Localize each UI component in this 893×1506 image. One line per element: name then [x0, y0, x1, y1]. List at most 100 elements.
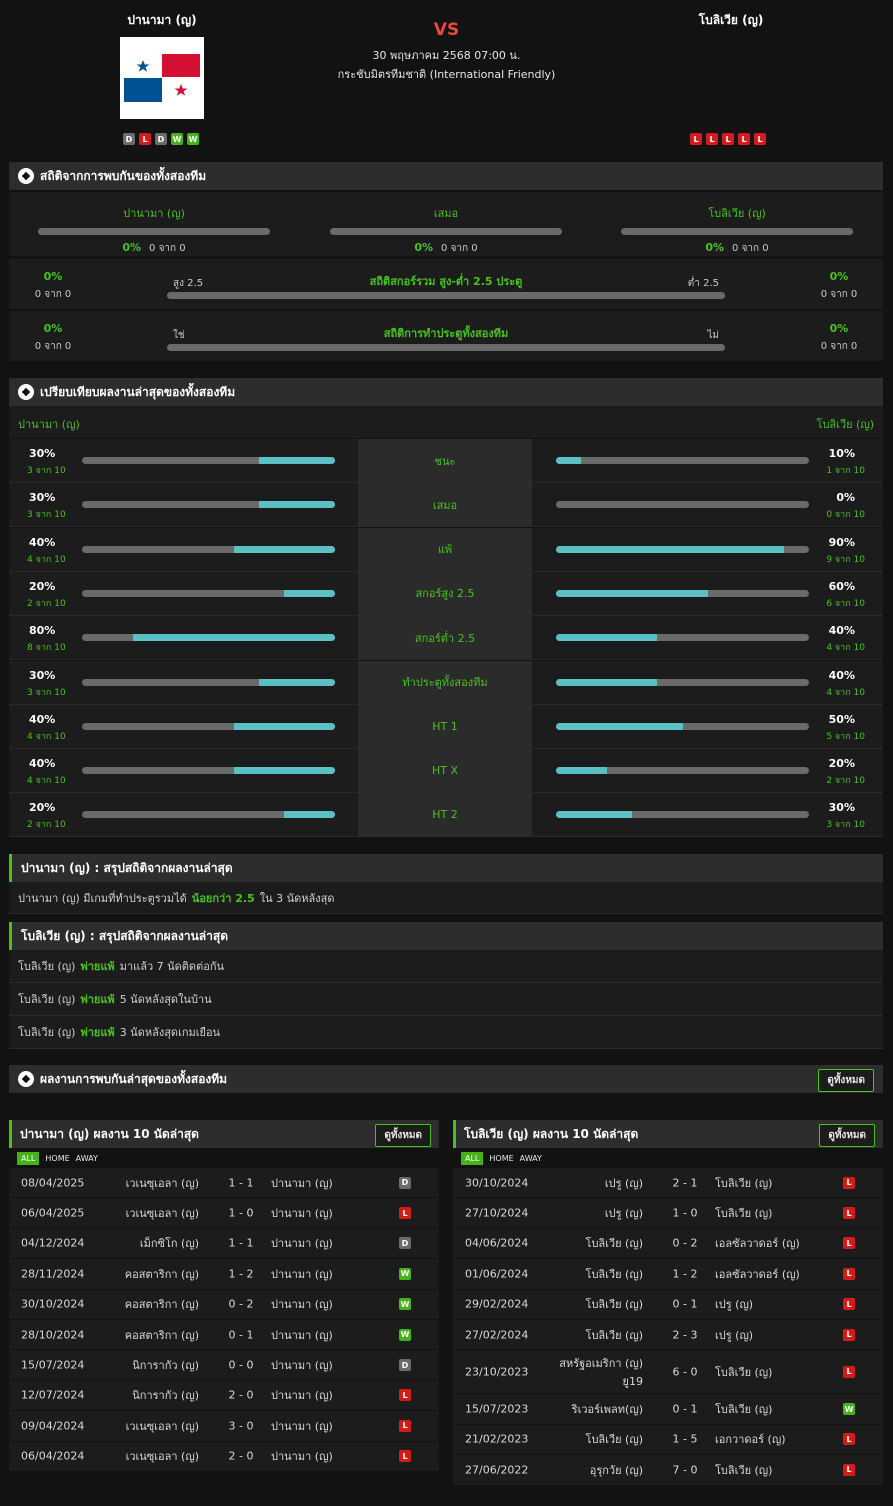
summary-text: มาแล้ว 7 นัดติดต่อกัน	[119, 960, 224, 973]
match-away-team[interactable]: เปรู (ญ)	[715, 1298, 754, 1312]
tab-away[interactable]: AWAY	[519, 1153, 542, 1163]
match-away-team[interactable]: ปานามา (ญ)	[271, 1298, 333, 1312]
match-home-team[interactable]: โบลิเวีย (ญ)	[585, 1298, 643, 1312]
tab-home[interactable]: HOME	[489, 1153, 514, 1163]
match-home-team[interactable]: เวเนซุเอลา (ญ)	[125, 1207, 199, 1221]
match-away-team[interactable]: ปานามา (ญ)	[271, 1267, 333, 1281]
match-date: 28/11/2024	[21, 1267, 85, 1281]
compare-away-label: โบลิเวีย (ญ)	[816, 418, 874, 431]
match-away-team[interactable]: โบลิเวีย (ญ)	[715, 1463, 773, 1477]
compare-home-bar-fill	[233, 722, 335, 730]
match-score: 1 - 1	[228, 1236, 254, 1250]
view-all-button[interactable]: ดูทั้งหมด	[818, 1069, 874, 1092]
match-home-team[interactable]: เวเนซุเอลา (ญ)	[125, 1419, 199, 1433]
match-away-team[interactable]: โบลิเวีย (ญ)	[715, 1176, 773, 1190]
match-away-team[interactable]: ปานามา (ญ)	[271, 1328, 333, 1342]
match-row[interactable]: 28/10/2024 คอสตาริกา (ญ) 0 - 1 ปานามา (ญ) W	[9, 1319, 439, 1351]
match-home-team[interactable]: โบลิเวีย (ญ)	[585, 1433, 643, 1447]
match-home-team[interactable]: โบลิเวีย (ญ)	[585, 1328, 643, 1342]
match-row[interactable]: 29/02/2024 โบลิเวีย (ญ) 0 - 1 เปรู (ญ) L	[453, 1289, 883, 1320]
home-team-name[interactable]: ปานามา (ญ)	[127, 13, 197, 27]
compare-home-bar-fill	[284, 589, 335, 597]
match-row[interactable]: 01/06/2024 โบลิเวีย (ญ) 1 - 2 เอลซัลวาดอร์ …	[453, 1259, 883, 1290]
summary-text: ปานามา (ญ) มีเกมที่ทำประตูรวมได้	[18, 891, 187, 905]
match-home-team[interactable]: อุรุกวัย (ญ)	[589, 1463, 643, 1477]
match-row[interactable]: 27/10/2024 เปรู (ญ) 1 - 0 โบลิเวีย (ญ) L	[453, 1198, 883, 1229]
match-home-team[interactable]: คอสตาริกา (ญ)	[124, 1298, 199, 1312]
match-away-team[interactable]: โบลิเวีย (ญ)	[715, 1207, 773, 1221]
match-row[interactable]: 15/07/2023 ริเวอร์เพลท(ญ) 0 - 1 โบลิเวีย (ญ…	[453, 1394, 883, 1425]
match-away-team[interactable]: ปานามา (ญ)	[271, 1359, 333, 1373]
match-row[interactable]: 12/07/2024 นิการากัว (ญ) 2 - 0 ปานามา (ญ) L	[9, 1380, 439, 1412]
view-all-button[interactable]: ดูทั้งหมด	[819, 1124, 875, 1147]
compare-home-bar	[82, 457, 335, 464]
match-home-team[interactable]: เวเนซุเอลา (ญ)	[125, 1176, 199, 1190]
h2h-away-col: โบลิเวีย (ญ) 0% 0 จาก 0	[621, 204, 853, 256]
match-away-team[interactable]: เปรู (ญ)	[715, 1328, 754, 1342]
compare-home-bar	[82, 767, 335, 775]
match-score: 2 - 1	[672, 1176, 698, 1190]
match-home-team[interactable]: เปรู (ญ)	[604, 1207, 643, 1221]
match-away-team[interactable]: โบลิเวีย (ญ)	[715, 1403, 773, 1417]
match-row[interactable]: 06/04/2024 เวเนซุเอลา (ญ) 2 - 0 ปานามา (ญ) L	[9, 1441, 439, 1472]
match-home-team[interactable]: ริเวอร์เพลท(ญ)	[571, 1403, 643, 1417]
compare-away-bar	[556, 811, 809, 819]
ou-right-pct: 0%	[829, 270, 849, 283]
match-row[interactable]: 04/12/2024 เม็กซิโก (ญ) 1 - 1 ปานามา (ญ) D	[9, 1228, 439, 1260]
match-away-team[interactable]: เอลซัลวาดอร์ (ญ)	[715, 1267, 800, 1281]
match-row[interactable]: 27/06/2022 อุรุกวัย (ญ) 7 - 0 โบลิเวีย (ญ) L	[453, 1455, 883, 1486]
match-date: 15/07/2024	[21, 1358, 85, 1372]
match-home-team[interactable]: นิการากัว (ญ)	[132, 1389, 199, 1403]
match-row[interactable]: 28/11/2024 คอสตาริกา (ญ) 1 - 2 ปานามา (ญ) W	[9, 1259, 439, 1290]
match-date: 08/04/2025	[21, 1176, 85, 1190]
match-row[interactable]: 08/04/2025 เวเนซุเอลา (ญ) 1 - 1 ปานามา (ญ) D	[9, 1168, 439, 1199]
tab-all[interactable]: ALL	[461, 1151, 484, 1165]
match-row[interactable]: 23/10/2023 สหรัฐอเมริกา (ญ) ยู19 6 - 0 โบลิ…	[453, 1350, 883, 1395]
tab-home[interactable]: HOME	[45, 1153, 70, 1163]
match-result-badge: L	[843, 1463, 855, 1476]
compare-home-pct: 40%	[29, 535, 56, 549]
match-row[interactable]: 21/02/2023 โบลิเวีย (ญ) 1 - 5 เอกวาดอร์ (ญ)…	[453, 1424, 883, 1456]
view-all-button[interactable]: ดูทั้งหมด	[375, 1124, 431, 1147]
match-home-team[interactable]: เปรู (ญ)	[604, 1176, 643, 1190]
match-away-team[interactable]: ปานามา (ญ)	[271, 1237, 333, 1251]
match-home-team[interactable]: นิการากัว (ญ)	[132, 1359, 199, 1373]
compare-away-pct: 20%	[828, 757, 855, 771]
compare-label: สกอร์สูง 2.5	[358, 571, 532, 615]
form-badge: W	[187, 133, 199, 145]
match-row[interactable]: 27/02/2024 โบลิเวีย (ญ) 2 - 3 เปรู (ญ) L	[453, 1319, 883, 1351]
panama-flag-icon	[120, 37, 204, 119]
match-row[interactable]: 15/07/2024 นิการากัว (ญ) 0 - 0 ปานามา (ญ) D	[9, 1350, 439, 1381]
tab-all[interactable]: ALL	[17, 1151, 40, 1165]
match-home-team[interactable]: เม็กซิโก (ญ)	[139, 1237, 199, 1251]
match-home-team[interactable]: สหรัฐอเมริกา (ญ) ยู19	[559, 1356, 643, 1388]
match-away-team[interactable]: ปานามา (ญ)	[271, 1450, 333, 1464]
match-home-team[interactable]: โบลิเวีย (ญ)	[585, 1267, 643, 1281]
compare-row: 30% 3 จาก 10 ทำประตูทั้งสองทีม 40% 4 จาก 10	[9, 660, 883, 705]
match-away-team[interactable]: โบลิเวีย (ญ)	[715, 1365, 773, 1379]
match-away-team[interactable]: เอกวาดอร์ (ญ)	[715, 1433, 786, 1447]
match-score: 0 - 1	[672, 1297, 698, 1311]
match-home-team[interactable]: คอสตาริกา (ญ)	[124, 1328, 199, 1342]
match-row[interactable]: 04/06/2024 โบลิเวีย (ญ) 0 - 2 เอลซัลวาดอร์ …	[453, 1228, 883, 1260]
away-team-name[interactable]: โบลิเวีย (ญ)	[698, 13, 764, 27]
over-under-row: 0% 0 จาก 0 สูง 2.5 สถิติสกอร์รวม สูง-ต่ำ…	[9, 259, 883, 309]
summary-home-row: ปานามา (ญ) มีเกมที่ทำประตูรวมได้ น้อยกว่…	[9, 882, 883, 914]
tab-away[interactable]: AWAY	[75, 1153, 98, 1163]
match-away-team[interactable]: ปานามา (ญ)	[271, 1207, 333, 1221]
match-row[interactable]: 30/10/2024 คอสตาริกา (ญ) 0 - 2 ปานามา (ญ) W	[9, 1289, 439, 1320]
compare-home-count: 3 จาก 10	[27, 466, 66, 476]
ou-left-pct: 0%	[43, 270, 63, 283]
match-row[interactable]: 30/10/2024 เปรู (ญ) 2 - 1 โบลิเวีย (ญ) L	[453, 1168, 883, 1199]
match-row[interactable]: 09/04/2024 เวเนซุเอลา (ญ) 3 - 0 ปานามา (ญ) L	[9, 1411, 439, 1442]
match-row[interactable]: 06/04/2025 เวเนซุเอลา (ญ) 1 - 0 ปานามา (ญ) L	[9, 1198, 439, 1229]
match-home-team[interactable]: โบลิเวีย (ญ)	[585, 1237, 643, 1251]
match-away-team[interactable]: เอลซัลวาดอร์ (ญ)	[715, 1237, 800, 1251]
match-away-team[interactable]: ปานามา (ญ)	[271, 1176, 333, 1190]
compare-home-pct: 20%	[29, 579, 56, 593]
match-away-team[interactable]: ปานามา (ญ)	[271, 1419, 333, 1433]
match-date: 01/06/2024	[465, 1267, 529, 1281]
match-away-team[interactable]: ปานามา (ญ)	[271, 1389, 333, 1403]
match-home-team[interactable]: คอสตาริกา (ญ)	[124, 1267, 199, 1281]
match-home-team[interactable]: เวเนซุเอลา (ญ)	[125, 1450, 199, 1464]
